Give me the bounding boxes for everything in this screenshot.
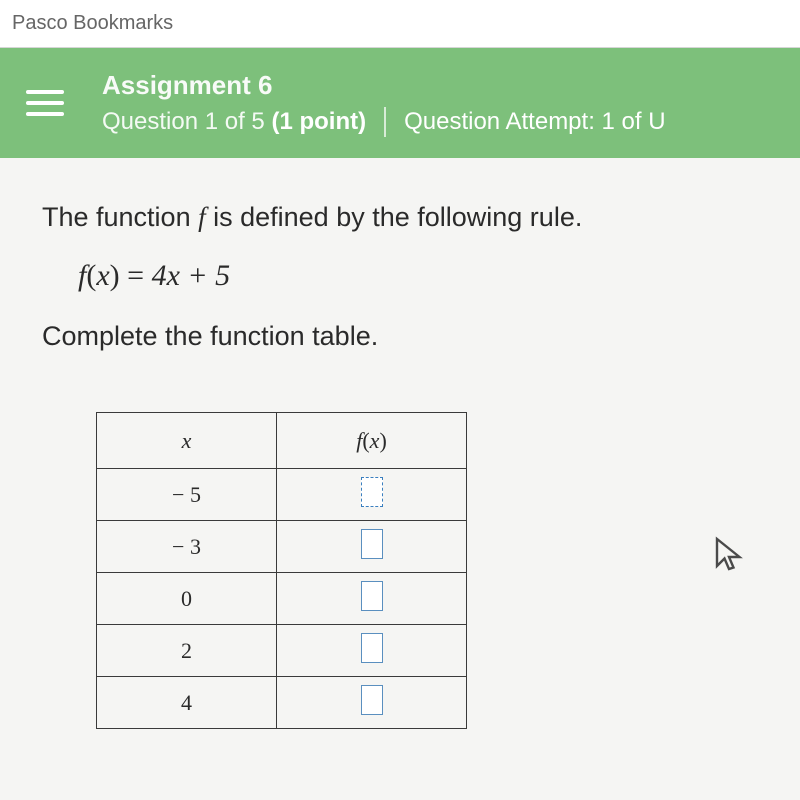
- fx-cell: [277, 573, 467, 625]
- attempt-label: Question Attempt: 1 of U: [404, 108, 665, 136]
- table-row: 4: [97, 677, 467, 729]
- x-value: − 3: [97, 521, 277, 573]
- prompt-line-2: Complete the function table.: [42, 321, 762, 352]
- x-value: 0: [97, 573, 277, 625]
- answer-input[interactable]: [361, 581, 383, 611]
- fx-cell: [277, 625, 467, 677]
- menu-icon[interactable]: [26, 84, 64, 122]
- function-table: x f(x) − 5− 3024: [96, 412, 467, 729]
- answer-input[interactable]: [361, 477, 383, 507]
- question-content: The function f is defined by the followi…: [0, 158, 800, 729]
- question-points: (1 point): [271, 108, 366, 135]
- bookmarks-bar[interactable]: Pasco Bookmarks: [0, 0, 800, 48]
- answer-input[interactable]: [361, 529, 383, 559]
- answer-input[interactable]: [361, 685, 383, 715]
- fx-cell: [277, 469, 467, 521]
- table-row: − 3: [97, 521, 467, 573]
- x-value: 4: [97, 677, 277, 729]
- bookmarks-label: Pasco Bookmarks: [12, 12, 173, 35]
- assignment-title: Assignment 6: [102, 70, 774, 101]
- header-text: Assignment 6 Question 1 of 5 (1 point) Q…: [102, 70, 774, 137]
- table-row: 2: [97, 625, 467, 677]
- assignment-header: Assignment 6 Question 1 of 5 (1 point) Q…: [0, 48, 800, 158]
- x-value: 2: [97, 625, 277, 677]
- question-label: Question 1 of 5: [102, 108, 271, 135]
- table-row: − 5: [97, 469, 467, 521]
- prompt-line-1: The function f is defined by the followi…: [42, 202, 762, 233]
- question-line: Question 1 of 5 (1 point) Question Attem…: [102, 107, 774, 137]
- fx-cell: [277, 677, 467, 729]
- divider: [384, 107, 386, 137]
- fx-cell: [277, 521, 467, 573]
- answer-input[interactable]: [361, 633, 383, 663]
- table-row: 0: [97, 573, 467, 625]
- x-value: − 5: [97, 469, 277, 521]
- function-formula: f(x) = 4x + 5: [78, 259, 762, 293]
- col-header-x: x: [97, 413, 277, 469]
- col-header-fx: f(x): [277, 413, 467, 469]
